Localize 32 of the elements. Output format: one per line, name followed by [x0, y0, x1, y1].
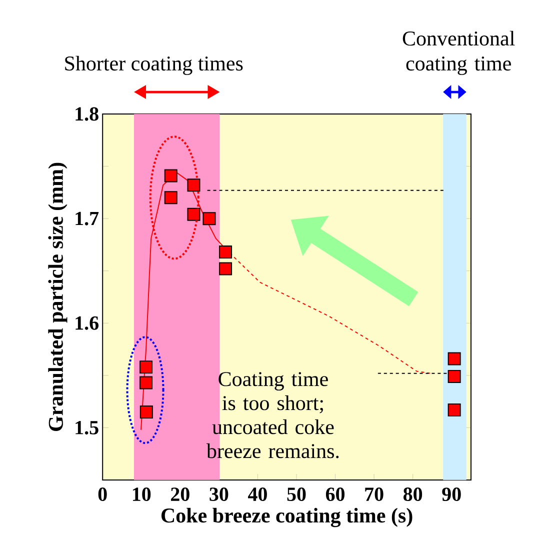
- point: [202, 212, 216, 226]
- point: [140, 360, 153, 374]
- y-tick-label: 1.7: [76, 212, 99, 226]
- point: [219, 246, 232, 259]
- x-tick-label: 50: [287, 488, 306, 502]
- x-tick-label: 80: [404, 488, 422, 502]
- y-tick-label: 1.5: [76, 420, 98, 434]
- point: [164, 191, 178, 204]
- x-tick-label: 10: [132, 488, 151, 502]
- point: [187, 208, 200, 221]
- x-tick-label: 20: [171, 488, 190, 502]
- band-label: Shorter coating times: [65, 56, 243, 75]
- point: [140, 376, 153, 390]
- point: [448, 352, 461, 366]
- x-tick-label: 70: [365, 488, 384, 502]
- x-tick-label: 90: [442, 488, 461, 502]
- x-tick-label: 40: [248, 488, 267, 502]
- y-axis-title: Granulated particle size (mm): [48, 162, 68, 431]
- point: [448, 403, 461, 416]
- x-tick-label: 60: [326, 488, 345, 502]
- x-tick-label: 0: [98, 488, 107, 502]
- x-axis-title: Coke breeze coating time (s): [161, 508, 412, 528]
- point: [448, 370, 461, 383]
- x-tick-label: 30: [210, 488, 228, 502]
- point: [187, 178, 200, 192]
- point: [219, 262, 232, 276]
- point: [140, 406, 153, 419]
- point: [164, 169, 178, 182]
- y-tick-label: 1.8: [76, 107, 98, 121]
- y-tick-label: 1.6: [76, 316, 98, 330]
- annotation: Coating time is too short; uncoated coke breeze remains.: [206, 372, 339, 458]
- band-label: Conventional coating time: [402, 30, 515, 75]
